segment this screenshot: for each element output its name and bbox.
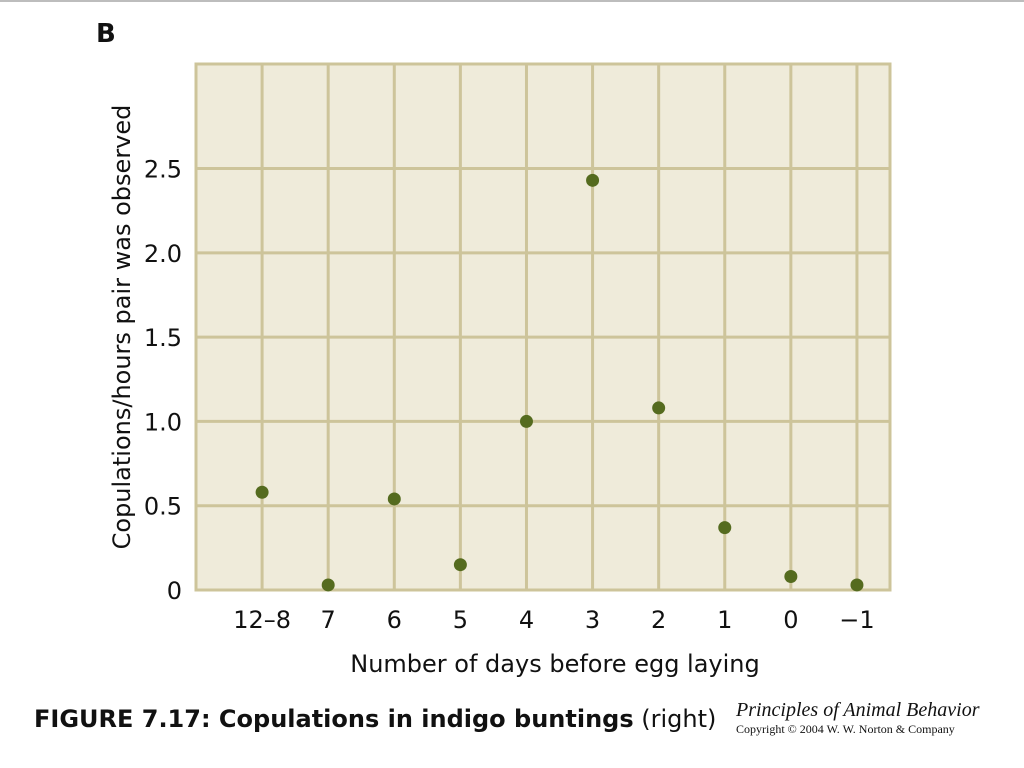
caption-title: FIGURE 7.17: Copulations in indigo bunti… <box>34 705 634 733</box>
plot-area <box>196 64 890 590</box>
y-tick-label: 1.0 <box>144 408 182 436</box>
tick-labels: 0 0.5 1.0 1.5 2.0 2.5 12–8 7 6 5 4 3 2 1 0 −1 <box>144 156 875 634</box>
y-tick-label: 1.5 <box>144 324 182 352</box>
plot-frame <box>194 62 892 592</box>
x-tick-label: 6 <box>387 606 402 634</box>
data-point <box>784 570 798 584</box>
panel-label: B <box>96 19 116 49</box>
data-point <box>652 401 666 415</box>
data-point <box>321 578 335 592</box>
x-tick-label: 1 <box>717 606 732 634</box>
x-tick-label: 2 <box>651 606 666 634</box>
x-tick-label: 3 <box>585 606 600 634</box>
book-title: Principles of Animal Behavior <box>736 699 980 721</box>
x-tick-label: 7 <box>321 606 336 634</box>
x-axis-label: Number of days before egg laying <box>350 650 760 678</box>
data-point <box>718 521 732 535</box>
y-tick-label: 0.5 <box>144 493 182 521</box>
copyright-line: Copyright © 2004 W. W. Norton & Company <box>736 722 955 736</box>
data-point <box>586 173 600 187</box>
y-tick-label: 2.0 <box>144 240 182 268</box>
data-point <box>387 492 401 506</box>
figure-caption: FIGURE 7.17: Copulations in indigo bunti… <box>34 705 716 733</box>
x-tick-label: 12–8 <box>233 606 291 634</box>
data-point <box>850 578 864 592</box>
x-tick-label: −1 <box>839 606 874 634</box>
data-point <box>519 414 533 428</box>
y-tick-label: 2.5 <box>144 156 182 184</box>
y-axis-label: Copulations/hours pair was observed <box>108 105 136 550</box>
data-point <box>255 485 269 499</box>
x-tick-label: 0 <box>783 606 798 634</box>
x-tick-label: 5 <box>453 606 468 634</box>
data-point <box>453 558 467 572</box>
top-border <box>0 0 1024 2</box>
x-tick-label: 4 <box>519 606 534 634</box>
y-tick-label: 0 <box>167 577 182 605</box>
grid <box>194 62 892 592</box>
data-points <box>255 173 864 592</box>
caption-note: (right) <box>641 705 717 733</box>
